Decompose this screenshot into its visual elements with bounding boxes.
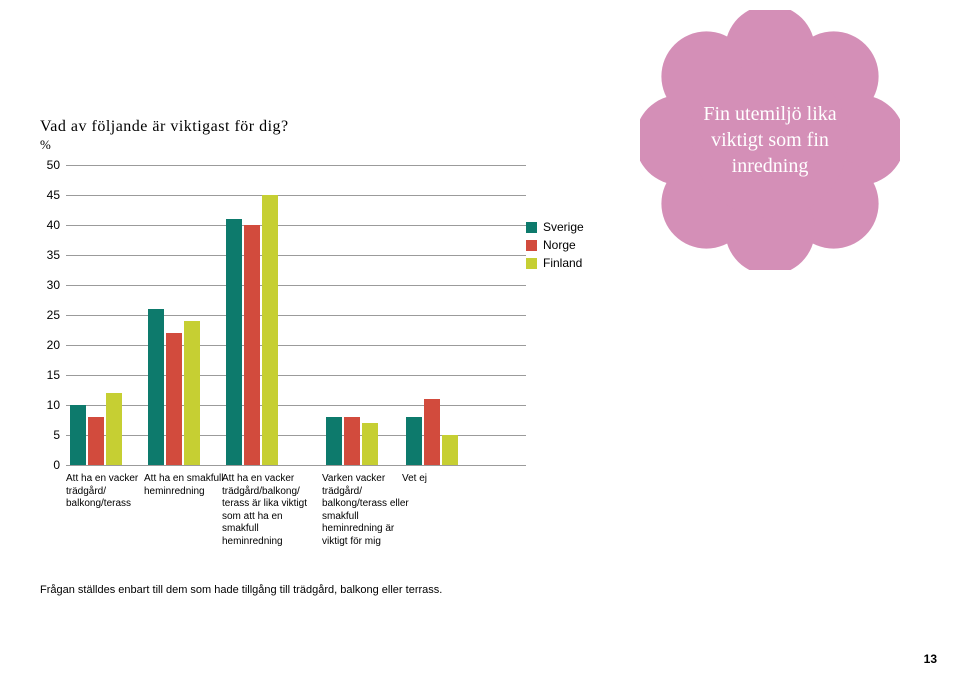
gridline — [66, 315, 526, 316]
y-tick-label: 20 — [36, 338, 60, 352]
x-tick-label: Att ha en vacker trädgård/ balkong/teras… — [66, 473, 156, 511]
legend-swatch — [526, 258, 537, 269]
bar-group: Vet ej — [406, 399, 458, 465]
legend-label: Finland — [543, 256, 582, 270]
callout-text: Fin utemiljö lika viktigt som fin inredn… — [640, 10, 900, 270]
x-tick-label: Att ha en smakfull heminredning — [144, 473, 234, 498]
legend: Sverige Norge Finland — [526, 220, 584, 274]
x-tick-label: Varken vacker trädgård/ balkong/terass e… — [322, 473, 412, 548]
y-tick-label: 50 — [36, 158, 60, 172]
gridline — [66, 255, 526, 256]
gridline — [66, 375, 526, 376]
gridline — [66, 195, 526, 196]
chart-title: Vad av följande är viktigast för dig? — [40, 118, 289, 136]
callout-flower: Fin utemiljö lika viktigt som fin inredn… — [640, 10, 900, 270]
bar — [406, 417, 422, 465]
x-tick-label: Vet ej — [402, 473, 492, 486]
y-tick-label: 15 — [36, 368, 60, 382]
gridline — [66, 285, 526, 286]
bar — [148, 309, 164, 465]
y-tick-label: 10 — [36, 398, 60, 412]
x-tick-label: Att ha en vacker trädgård/balkong/ teras… — [222, 473, 312, 548]
bar-group: Att ha en smakfull heminredning — [148, 309, 200, 465]
y-tick-label: 0 — [36, 458, 60, 472]
legend-item: Sverige — [526, 220, 584, 234]
bar — [442, 435, 458, 465]
gridline — [66, 225, 526, 226]
legend-swatch — [526, 240, 537, 251]
legend-item: Finland — [526, 256, 584, 270]
bar-group: Att ha en vacker trädgård/ balkong/teras… — [70, 393, 122, 465]
bar — [106, 393, 122, 465]
legend-label: Norge — [543, 238, 576, 252]
bar — [362, 423, 378, 465]
bar — [244, 225, 260, 465]
footnote: Frågan ställdes enbart till dem som hade… — [40, 582, 460, 599]
y-tick-label: 35 — [36, 248, 60, 262]
bar — [70, 405, 86, 465]
page-number: 13 — [924, 652, 937, 666]
y-tick-label: 30 — [36, 278, 60, 292]
chart-plot-area: 05101520253035404550Att ha en vacker trä… — [66, 165, 526, 465]
gridline — [66, 345, 526, 346]
bar — [226, 219, 242, 465]
gridline — [66, 165, 526, 166]
bar — [88, 417, 104, 465]
gridline — [66, 465, 526, 466]
y-axis-unit: % — [40, 137, 51, 153]
bar-group: Varken vacker trädgård/ balkong/terass e… — [326, 417, 378, 465]
legend-swatch — [526, 222, 537, 233]
y-tick-label: 25 — [36, 308, 60, 322]
legend-label: Sverige — [543, 220, 584, 234]
bar — [326, 417, 342, 465]
bar — [344, 417, 360, 465]
y-tick-label: 40 — [36, 218, 60, 232]
bar — [184, 321, 200, 465]
y-tick-label: 5 — [36, 428, 60, 442]
bar — [424, 399, 440, 465]
legend-item: Norge — [526, 238, 584, 252]
bar — [166, 333, 182, 465]
bar — [262, 195, 278, 465]
bar-group: Att ha en vacker trädgård/balkong/ teras… — [226, 195, 278, 465]
y-tick-label: 45 — [36, 188, 60, 202]
